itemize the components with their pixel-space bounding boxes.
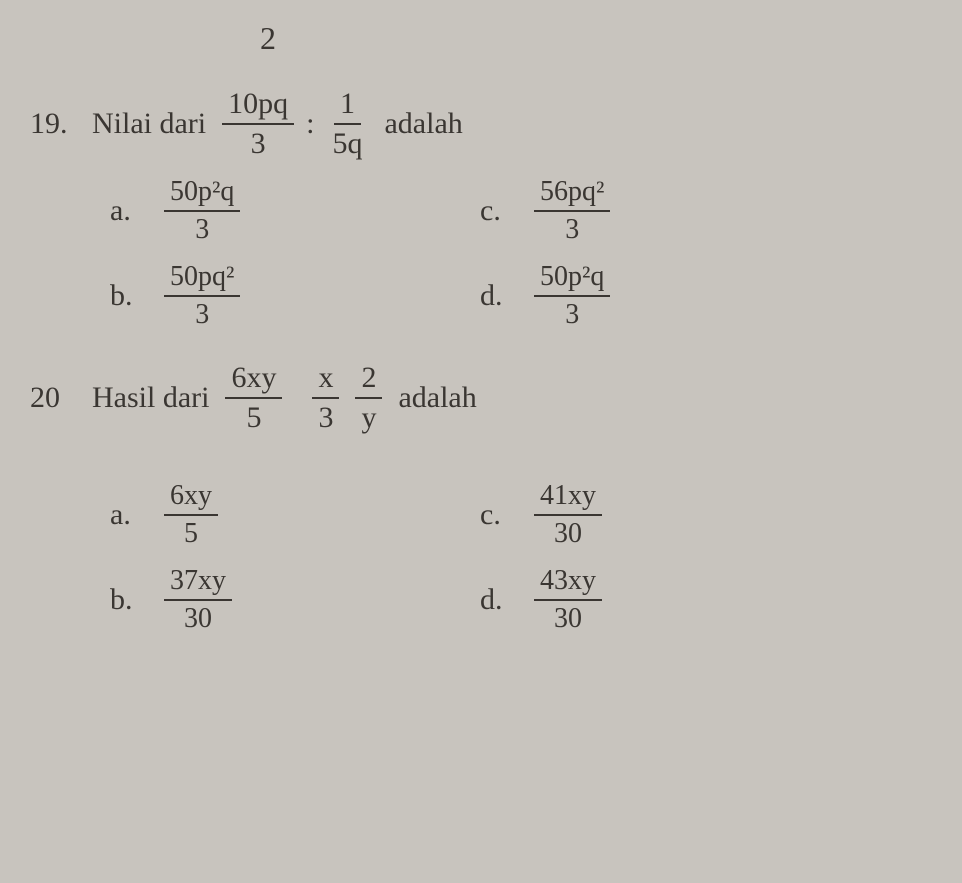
q19-option-d: d. 50p²q 3 (480, 261, 830, 331)
q19-opt-c-frac: 56pq² 3 (534, 176, 610, 246)
q20-opt-d-frac: 43xy 30 (534, 565, 602, 635)
q19-prompt-row: 19. Nilai dari 10pq 3 : 1 5q adalah (30, 87, 932, 161)
q20-opt-b-num: 37xy (164, 565, 232, 601)
q20-t2-num: x (312, 361, 339, 399)
q20-option-d: d. 43xy 30 (480, 565, 830, 635)
q19-opt-d-num: 50p²q (534, 261, 610, 297)
q19-opt-a-num: 50p²q (164, 176, 240, 212)
q20-prompt-row: 20 Hasil dari 6xy 5 x 3 2 y adalah (30, 361, 932, 435)
q20-t3-den: y (355, 399, 382, 435)
q20-term1: 6xy 5 (225, 361, 282, 435)
q19-prefix: Nilai dari (92, 107, 206, 141)
q20-option-a: a. 6xy 5 (110, 480, 460, 550)
q20-opt-c-den: 30 (548, 516, 588, 550)
q20-t1-num: 6xy (225, 361, 282, 399)
q19-number: 19. (30, 107, 80, 141)
q19-frac2-den: 5q (326, 125, 368, 161)
q19-opt-d-frac: 50p²q 3 (534, 261, 610, 331)
q19-suffix: adalah (384, 107, 462, 141)
q20-opt-c-frac: 41xy 30 (534, 480, 602, 550)
q20-opt-b-frac: 37xy 30 (164, 565, 232, 635)
q20-t2-den: 3 (312, 399, 339, 435)
q20-opt-b-den: 30 (178, 601, 218, 635)
q20-opt-c-num: 41xy (534, 480, 602, 516)
q20-prefix: Hasil dari (92, 381, 209, 415)
q19-opt-c-num: 56pq² (534, 176, 610, 212)
q20-term2: x 3 (312, 361, 339, 435)
q19-frac1-num: 10pq (222, 87, 294, 125)
q19-opt-b-num: 50pq² (164, 261, 240, 297)
q20-options-row-2: b. 37xy 30 d. 43xy 30 (110, 565, 932, 635)
q20-opt-c-label: c. (480, 498, 510, 532)
q19-opt-a-den: 3 (189, 212, 215, 246)
q20-opt-a-label: a. (110, 498, 140, 532)
q19-options-row-2: b. 50pq² 3 d. 50p²q 3 (110, 261, 932, 331)
q19-option-a: a. 50p²q 3 (110, 176, 460, 246)
page-fragment-top: 2 (260, 20, 932, 57)
q19-option-c: c. 56pq² 3 (480, 176, 830, 246)
q19-expression: 10pq 3 : 1 5q (218, 87, 372, 161)
q20-opt-a-num: 6xy (164, 480, 218, 516)
q19-opt-d-den: 3 (559, 297, 585, 331)
q19-opt-b-den: 3 (189, 297, 215, 331)
q20-suffix: adalah (398, 381, 476, 415)
question-20: 20 Hasil dari 6xy 5 x 3 2 y adalah a. 6x… (30, 361, 932, 635)
q19-opt-a-frac: 50p²q 3 (164, 176, 240, 246)
question-19: 19. Nilai dari 10pq 3 : 1 5q adalah a. 5… (30, 87, 932, 331)
q20-opt-a-den: 5 (178, 516, 204, 550)
q19-frac1-den: 3 (245, 125, 272, 161)
q20-t3-num: 2 (355, 361, 382, 399)
q20-opt-a-frac: 6xy 5 (164, 480, 218, 550)
q19-frac2-num: 1 (334, 87, 361, 125)
q20-opt-d-label: d. (480, 583, 510, 617)
q19-opt-b-label: b. (110, 279, 140, 313)
q19-opt-a-label: a. (110, 194, 140, 228)
q19-frac1: 10pq 3 (222, 87, 294, 161)
q19-opt-d-label: d. (480, 279, 510, 313)
q20-t1-den: 5 (240, 399, 267, 435)
q20-number: 20 (30, 381, 80, 415)
q19-options-row-1: a. 50p²q 3 c. 56pq² 3 (110, 176, 932, 246)
q20-opt-d-den: 30 (548, 601, 588, 635)
q20-option-b: b. 37xy 30 (110, 565, 460, 635)
q19-divider: : (306, 107, 314, 141)
q19-opt-c-den: 3 (559, 212, 585, 246)
q20-opt-b-label: b. (110, 583, 140, 617)
q19-frac2: 1 5q (326, 87, 368, 161)
q19-option-b: b. 50pq² 3 (110, 261, 460, 331)
q19-opt-c-label: c. (480, 194, 510, 228)
q20-options-row-1: a. 6xy 5 c. 41xy 30 (110, 480, 932, 550)
q20-opt-d-num: 43xy (534, 565, 602, 601)
q20-term3: 2 y (355, 361, 382, 435)
q20-option-c: c. 41xy 30 (480, 480, 830, 550)
q20-expression: 6xy 5 x 3 2 y (221, 361, 386, 435)
q19-opt-b-frac: 50pq² 3 (164, 261, 240, 331)
